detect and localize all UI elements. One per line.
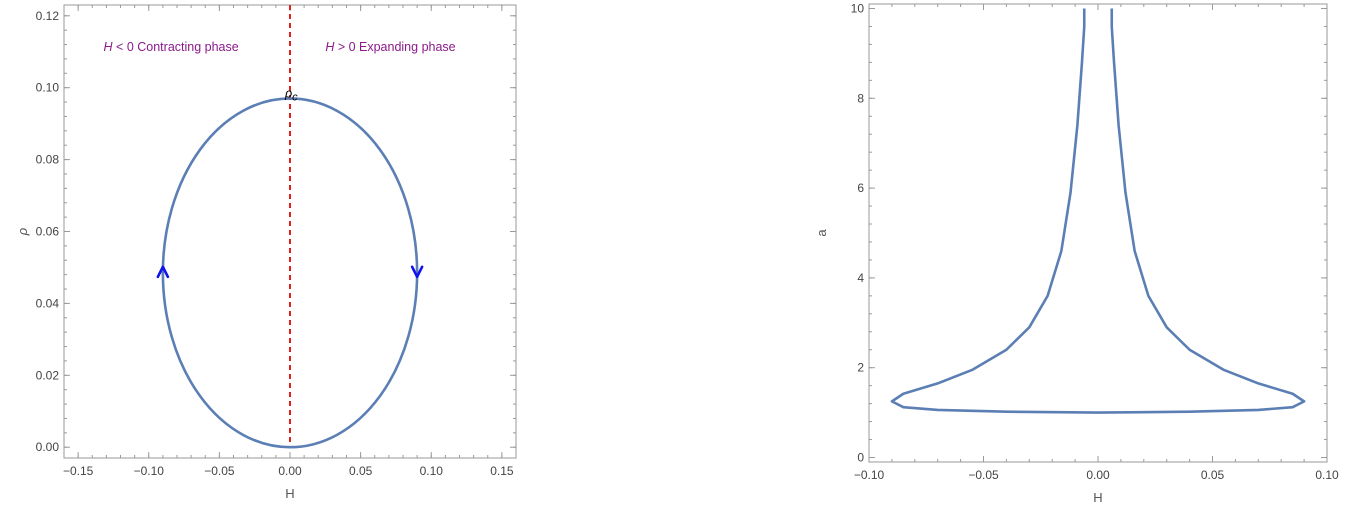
x-tick-label: 0.05 <box>1201 468 1225 482</box>
y-tick-label: 0.02 <box>36 368 60 382</box>
x-tick-label: 0.00 <box>278 464 302 478</box>
x-tick-label: −0.05 <box>204 464 235 478</box>
y-tick-label: 4 <box>857 271 864 285</box>
y-tick-label: 0.10 <box>36 81 60 95</box>
expanding-phase-label: H > 0 Expanding phase <box>325 40 455 54</box>
x-tick-label: −0.15 <box>63 464 94 478</box>
x-tick-label: −0.10 <box>854 468 885 482</box>
y-tick-label: 0.06 <box>36 225 60 239</box>
y-axis-label: ρ <box>15 227 30 236</box>
y-tick-label: 0.04 <box>36 296 60 310</box>
y-tick-label: 6 <box>857 181 864 195</box>
x-tick-label: −0.05 <box>968 468 999 482</box>
x-tick-label: 0.10 <box>420 464 444 478</box>
y-tick-label: 0 <box>857 451 864 465</box>
x-tick-label: 0.10 <box>1315 468 1339 482</box>
x-tick-label: 0.05 <box>349 464 373 478</box>
scale-factor-curve <box>890 8 1306 414</box>
down-arrow-icon <box>410 265 424 279</box>
up-arrow-icon <box>156 265 170 279</box>
x-axis-label: H <box>1093 490 1102 505</box>
rho-critical-label: ρc <box>284 86 298 103</box>
y-tick-label: 8 <box>857 91 864 105</box>
y-tick-label: 2 <box>857 361 864 375</box>
y-tick-label: 0.00 <box>36 440 60 454</box>
y-tick-label: 0.08 <box>36 153 60 167</box>
scale-factor-chart: −0.10 −0.05 0.00 0.05 0.10 0 2 4 6 8 10 Ha <box>814 1 1339 505</box>
density-ellipse-curve <box>161 97 419 449</box>
y-tick-label: 0.12 <box>36 9 60 23</box>
y-tick-label: 10 <box>851 1 865 15</box>
plot-frame <box>868 3 1328 463</box>
x-tick-label: 0.00 <box>1086 468 1110 482</box>
x-tick-label: −0.10 <box>134 464 165 478</box>
x-axis-label: H <box>285 486 294 501</box>
phase-portrait-chart: −0.15 −0.10 −0.05 0.00 0.05 0.10 0.15 0.00 0.02 0… <box>15 4 517 501</box>
y-axis-label: a <box>814 229 829 237</box>
x-tick-label: 0.15 <box>490 464 514 478</box>
contracting-phase-label: H < 0 Contracting phase <box>104 40 239 54</box>
